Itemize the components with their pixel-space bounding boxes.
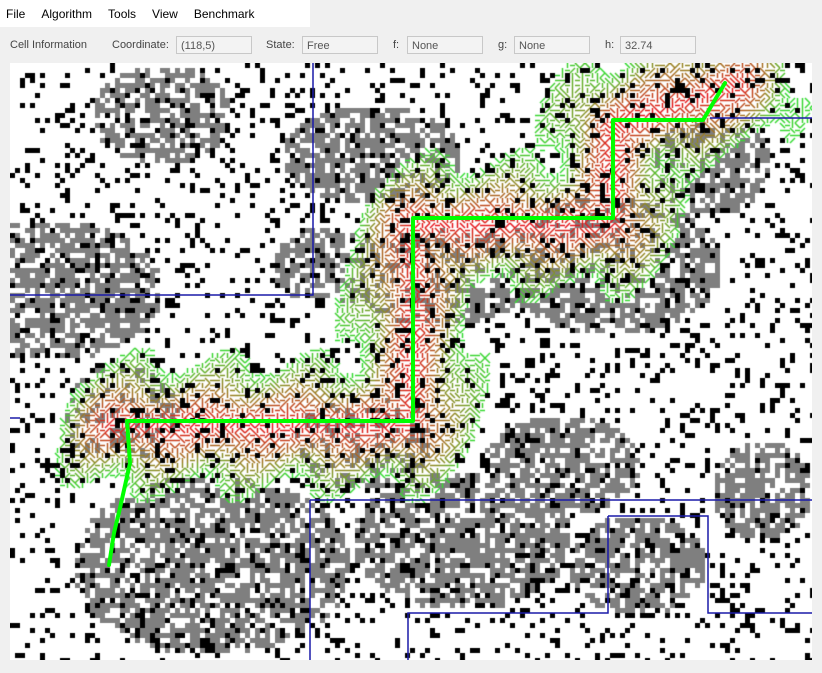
g-field: None xyxy=(514,36,590,54)
coordinate-field: (118,5) xyxy=(176,36,252,54)
coordinate-label: Coordinate: xyxy=(112,39,169,51)
map-overlay xyxy=(10,63,812,660)
state-label: State: xyxy=(266,39,295,51)
menu-view[interactable]: View xyxy=(152,6,178,21)
h-field: 32.74 xyxy=(620,36,696,54)
grid-map[interactable] xyxy=(10,63,812,660)
region-borders xyxy=(10,63,812,660)
state-field: Free xyxy=(302,36,378,54)
region-border-line xyxy=(10,63,314,296)
menu-bar: File Algorithm Tools View Benchmark xyxy=(0,0,310,27)
region-border-line xyxy=(407,516,609,660)
menu-algorithm[interactable]: Algorithm xyxy=(41,6,93,21)
found-path xyxy=(107,81,727,567)
g-label: g: xyxy=(498,39,508,51)
menu-tools[interactable]: Tools xyxy=(108,6,137,21)
f-label: f: xyxy=(393,39,400,51)
menu-file[interactable]: File xyxy=(6,6,26,21)
h-label: h: xyxy=(605,39,615,51)
cell-information-title: Cell Information xyxy=(10,39,88,51)
f-field: None xyxy=(407,36,483,54)
region-border-line xyxy=(608,515,812,614)
menu-benchmark[interactable]: Benchmark xyxy=(193,6,255,21)
cell-information-bar: Cell Information Coordinate: (118,5) Sta… xyxy=(0,28,822,62)
